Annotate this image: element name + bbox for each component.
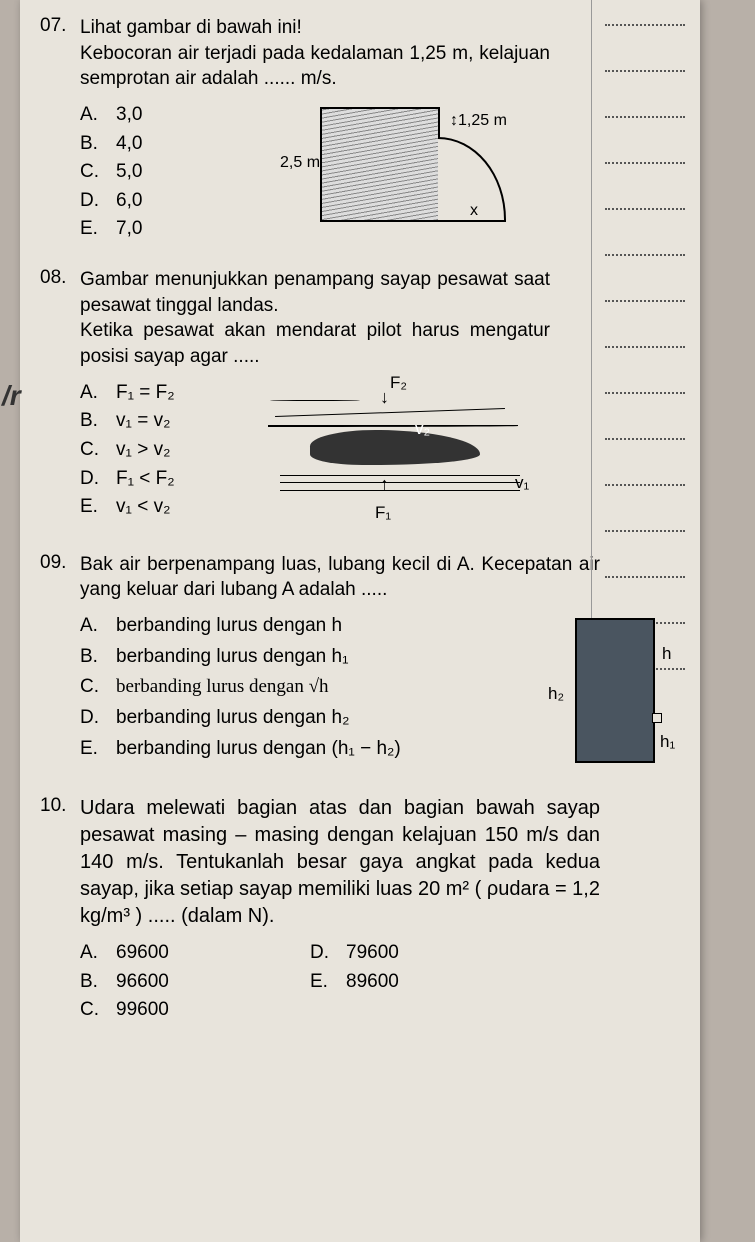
f2-label: F₂ [390,372,407,395]
tank-body-icon [320,107,440,222]
v1-label: v₁ [515,472,529,495]
question-number: 09. [40,552,68,773]
question-text: Bak air berpenampang luas, lubang kecil … [80,552,600,603]
f1-label: F₁ [375,502,391,525]
question-10: 10. Udara melewati bagian atas dan bagia… [40,795,680,1026]
question-08: 08. Gambar menunjukkan penampang sayap p… [40,267,680,530]
question-text: Lihat gambar di bawah ini! Kebocoran air… [80,15,550,92]
v2-label: v₂ [415,418,430,441]
wing-icon [310,430,480,465]
question-text: Udara melewati bagian atas dan bagian ba… [80,795,600,930]
question-09: 09. Bak air berpenampang luas, lubang ke… [40,552,680,773]
question-07: 07. Lihat gambar di bawah ini! Kebocoran… [40,15,680,245]
question-number: 07. [40,15,68,245]
options-list: A.F₁ = F₂ B.v₁ = v₂ C.v₁ > v₂ D.F₁ < F₂ … [80,380,230,530]
question-number: 10. [40,795,68,1026]
options-col1: A.69600 B.96600 C.99600 [80,940,230,1026]
height-label: 2,5 m [280,152,320,174]
arrow-up-icon: ↓ [380,385,389,409]
options-col2: D.79600 E.89600 [310,940,460,1026]
options-list: A.3,0 B.4,0 C.5,0 D.6,0 E.7,0 [80,102,230,245]
h1-label: h₁ [660,731,675,754]
arrow-up-icon: ↑ [380,472,389,496]
h2-label: h₂ [548,683,564,706]
question-number: 08. [40,267,68,530]
depth-label: ↕1,25 m [450,110,507,132]
h-label: h [662,643,671,666]
tank-body-icon [575,618,655,763]
exam-page: /r 07. Lihat gambar di bawah ini! Keboco… [20,0,700,1242]
x-label: x [470,200,478,222]
margin-annotation: /r [2,380,21,412]
question-text: Gambar menunjukkan penampang sayap pesaw… [80,267,550,370]
hole-icon [652,713,662,723]
tank2-diagram: h₂ h h₁ [550,613,680,773]
answer-lines [605,8,685,698]
